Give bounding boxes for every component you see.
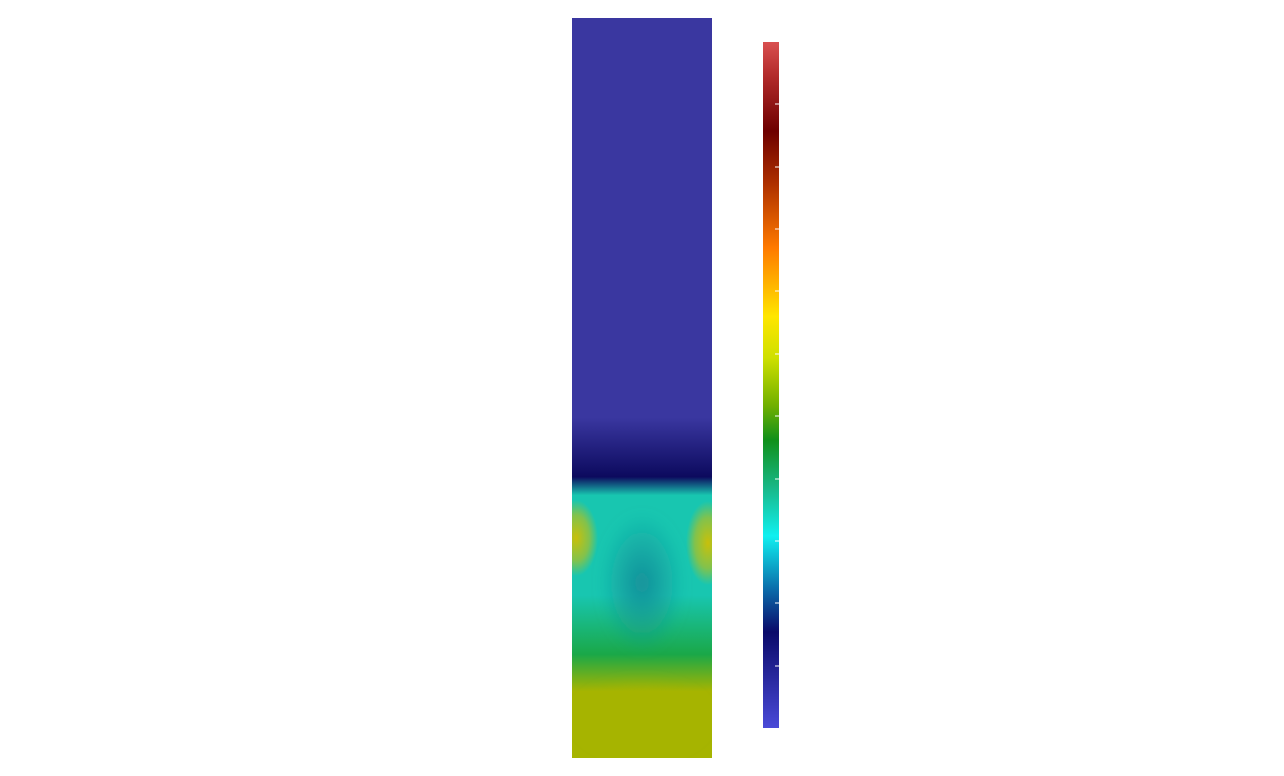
field-yellow-spot-left [572, 500, 598, 576]
colorbar-ramp [763, 42, 779, 728]
colorbar-svg [763, 42, 779, 728]
colorbar [763, 42, 779, 728]
scalar-field-plot[interactable] [572, 18, 712, 758]
colorbar-ticks [775, 103, 779, 667]
field-yellow-spot-right [686, 501, 712, 585]
field-teal-core [600, 513, 684, 653]
field-olive-glow [572, 678, 712, 758]
scalar-field-svg [572, 18, 712, 758]
